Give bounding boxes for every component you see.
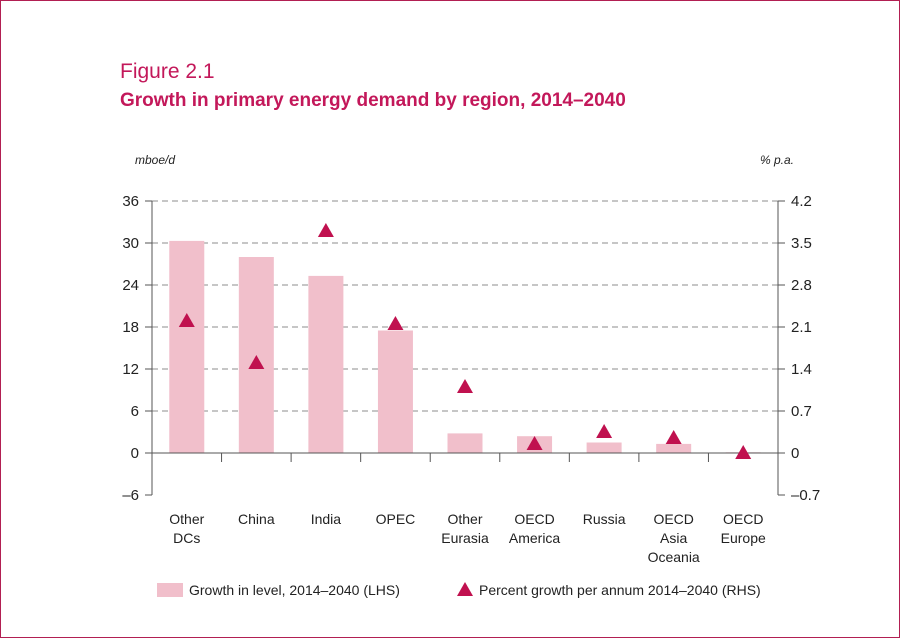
right-tick-label: 2.1 [791, 319, 812, 336]
left-tick-label: –6 [122, 487, 139, 504]
left-tick-label: 30 [122, 235, 139, 252]
category-label: America [509, 530, 561, 546]
left-tick-label: 36 [122, 193, 139, 210]
legend-bar-swatch [157, 583, 183, 597]
right-tick-label: 1.4 [791, 361, 812, 378]
legend-bar-label: Growth in level, 2014–2040 (LHS) [189, 582, 400, 598]
legend-marker-label: Percent growth per annum 2014–2040 (RHS) [479, 582, 761, 598]
right-tick-label: 4.2 [791, 193, 812, 210]
percent-growth-marker [735, 445, 752, 459]
bar [377, 330, 413, 453]
bar [656, 443, 692, 453]
right-axis-unit-label: % p.a. [760, 153, 794, 167]
left-tick-label: 12 [122, 361, 139, 378]
right-tick-label: –0.7 [791, 487, 820, 504]
left-tick-label: 18 [122, 319, 139, 336]
figure-title: Growth in primary energy demand by regio… [120, 90, 626, 111]
left-tick-label: 6 [131, 403, 139, 420]
category-label: DCs [173, 530, 200, 546]
percent-growth-marker [248, 355, 265, 369]
percent-growth-marker [457, 379, 473, 393]
bar [308, 275, 344, 453]
bar [447, 433, 483, 453]
bar [238, 257, 274, 453]
right-tick-label: 0 [791, 445, 799, 462]
percent-growth-marker [387, 316, 404, 330]
category-label: Asia [660, 530, 687, 546]
right-tick-label: 0.7 [791, 403, 812, 420]
left-tick-label: 24 [122, 277, 139, 294]
category-label: China [238, 511, 275, 527]
percent-growth-marker [317, 223, 334, 237]
category-label: OECD [514, 511, 554, 527]
left-tick-label: 0 [131, 445, 139, 462]
bar [169, 240, 205, 453]
percent-growth-marker [596, 424, 613, 438]
figure-label: Figure 2.1 [120, 60, 215, 83]
category-label: Other [169, 511, 204, 527]
right-tick-label: 2.8 [791, 277, 812, 294]
category-label: Eurasia [441, 530, 489, 546]
legend-marker-swatch [457, 582, 473, 596]
left-axis-unit-label: mboe/d [135, 153, 175, 167]
category-label: Europe [721, 530, 766, 546]
bar [586, 442, 622, 453]
category-label: OPEC [376, 511, 416, 527]
category-label: Russia [583, 511, 626, 527]
category-label: Oceania [648, 549, 700, 565]
percent-growth-marker [665, 430, 682, 444]
percent-growth-marker [178, 313, 195, 327]
category-label: India [311, 511, 342, 527]
category-label: Other [447, 511, 482, 527]
category-label: OECD [723, 511, 763, 527]
category-label: OECD [653, 511, 693, 527]
percent-growth-marker [526, 436, 543, 450]
right-tick-label: 3.5 [791, 235, 812, 252]
